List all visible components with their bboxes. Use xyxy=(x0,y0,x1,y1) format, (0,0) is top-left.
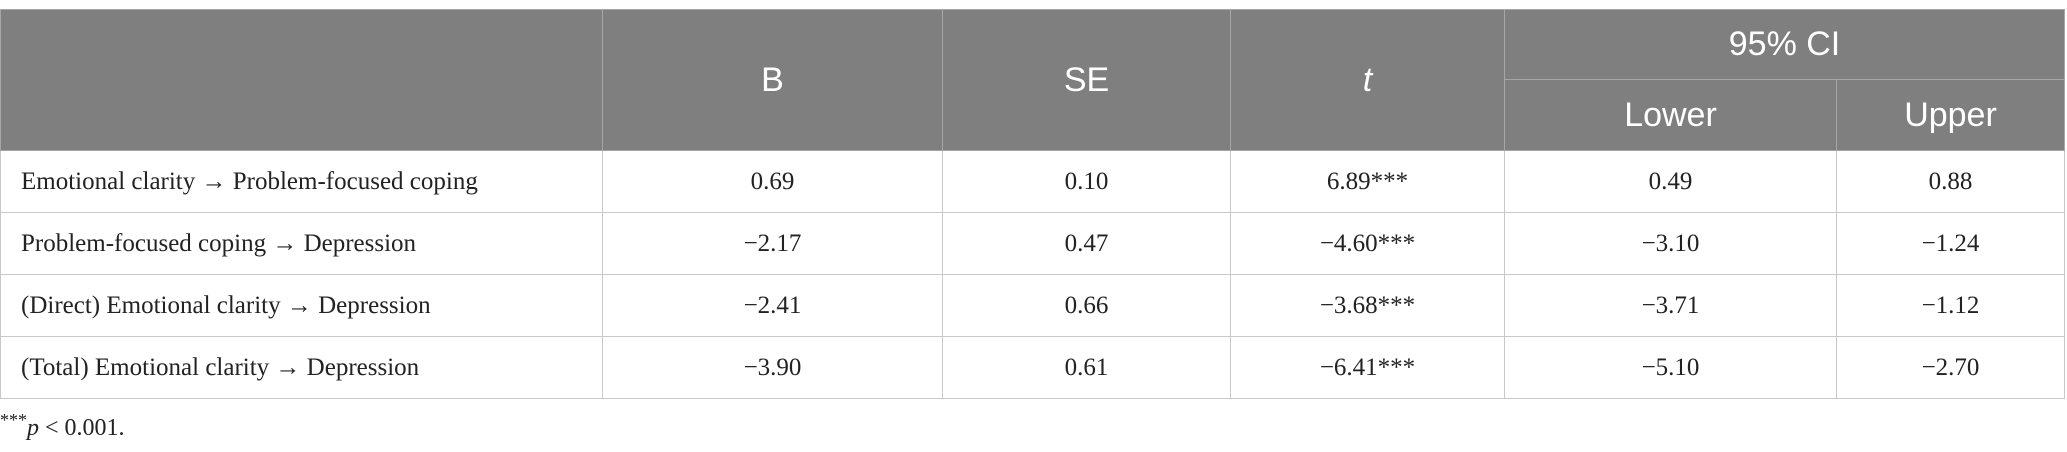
data-cell: −4.60*** xyxy=(1230,212,1505,275)
data-row: (Direct) Emotional clarity → Depression −… xyxy=(0,274,2065,337)
header-row: Lower Upper xyxy=(1,79,2065,151)
data-row: (Total) Emotional clarity → Depression −3… xyxy=(0,336,2065,399)
data-cell: 0.61 xyxy=(942,336,1231,399)
data-row: Problem-focused coping → Depression −2.17… xyxy=(0,212,2065,275)
table-body: Emotional clarity → Problem-focused copi… xyxy=(0,150,2065,399)
data-cell: −3.71 xyxy=(1504,274,1837,337)
row-label: (Direct) Emotional clarity → Depression xyxy=(0,274,603,337)
header-cell: SE xyxy=(942,9,1231,151)
header-cell: Upper xyxy=(1836,79,2065,151)
header-group: 95% CI xyxy=(1504,9,2065,80)
results-table: B SE t 95% CI Lower Upper Emotional clar… xyxy=(0,9,2065,399)
header-cell: B xyxy=(602,9,943,151)
data-cell: 0.10 xyxy=(942,150,1231,213)
data-cell: −3.10 xyxy=(1504,212,1837,275)
data-cell: −3.68*** xyxy=(1230,274,1505,337)
data-cell: −1.12 xyxy=(1836,274,2065,337)
data-cell: 0.66 xyxy=(942,274,1231,337)
header-cell: t xyxy=(1230,9,1505,151)
data-cell: −2.41 xyxy=(602,274,943,337)
data-cell: −1.24 xyxy=(1836,212,2065,275)
data-cell: −3.90 xyxy=(602,336,943,399)
footnote-p: p xyxy=(27,415,39,441)
row-label: Problem-focused coping → Depression xyxy=(0,212,603,275)
data-cell: 0.69 xyxy=(602,150,943,213)
data-cell: 0.88 xyxy=(1836,150,2065,213)
footnote-stars: *** xyxy=(0,410,27,430)
data-cell: 0.47 xyxy=(942,212,1231,275)
data-cell: −5.10 xyxy=(1504,336,1837,399)
row-label: (Total) Emotional clarity → Depression xyxy=(0,336,603,399)
header-row: B SE t 95% CI xyxy=(0,9,2065,151)
data-cell: −6.41*** xyxy=(1230,336,1505,399)
row-label: Emotional clarity → Problem-focused copi… xyxy=(0,150,603,213)
data-cell: 0.49 xyxy=(1504,150,1837,213)
header-blank xyxy=(0,9,603,151)
data-cell: 6.89*** xyxy=(1230,150,1505,213)
header-cell: Lower xyxy=(1504,79,1837,151)
data-cell: −2.17 xyxy=(602,212,943,275)
data-row: Emotional clarity → Problem-focused copi… xyxy=(0,150,2065,213)
footnote: ***p < 0.001. xyxy=(0,410,125,442)
data-cell: −2.70 xyxy=(1836,336,2065,399)
footnote-text: < 0.001. xyxy=(39,415,125,441)
